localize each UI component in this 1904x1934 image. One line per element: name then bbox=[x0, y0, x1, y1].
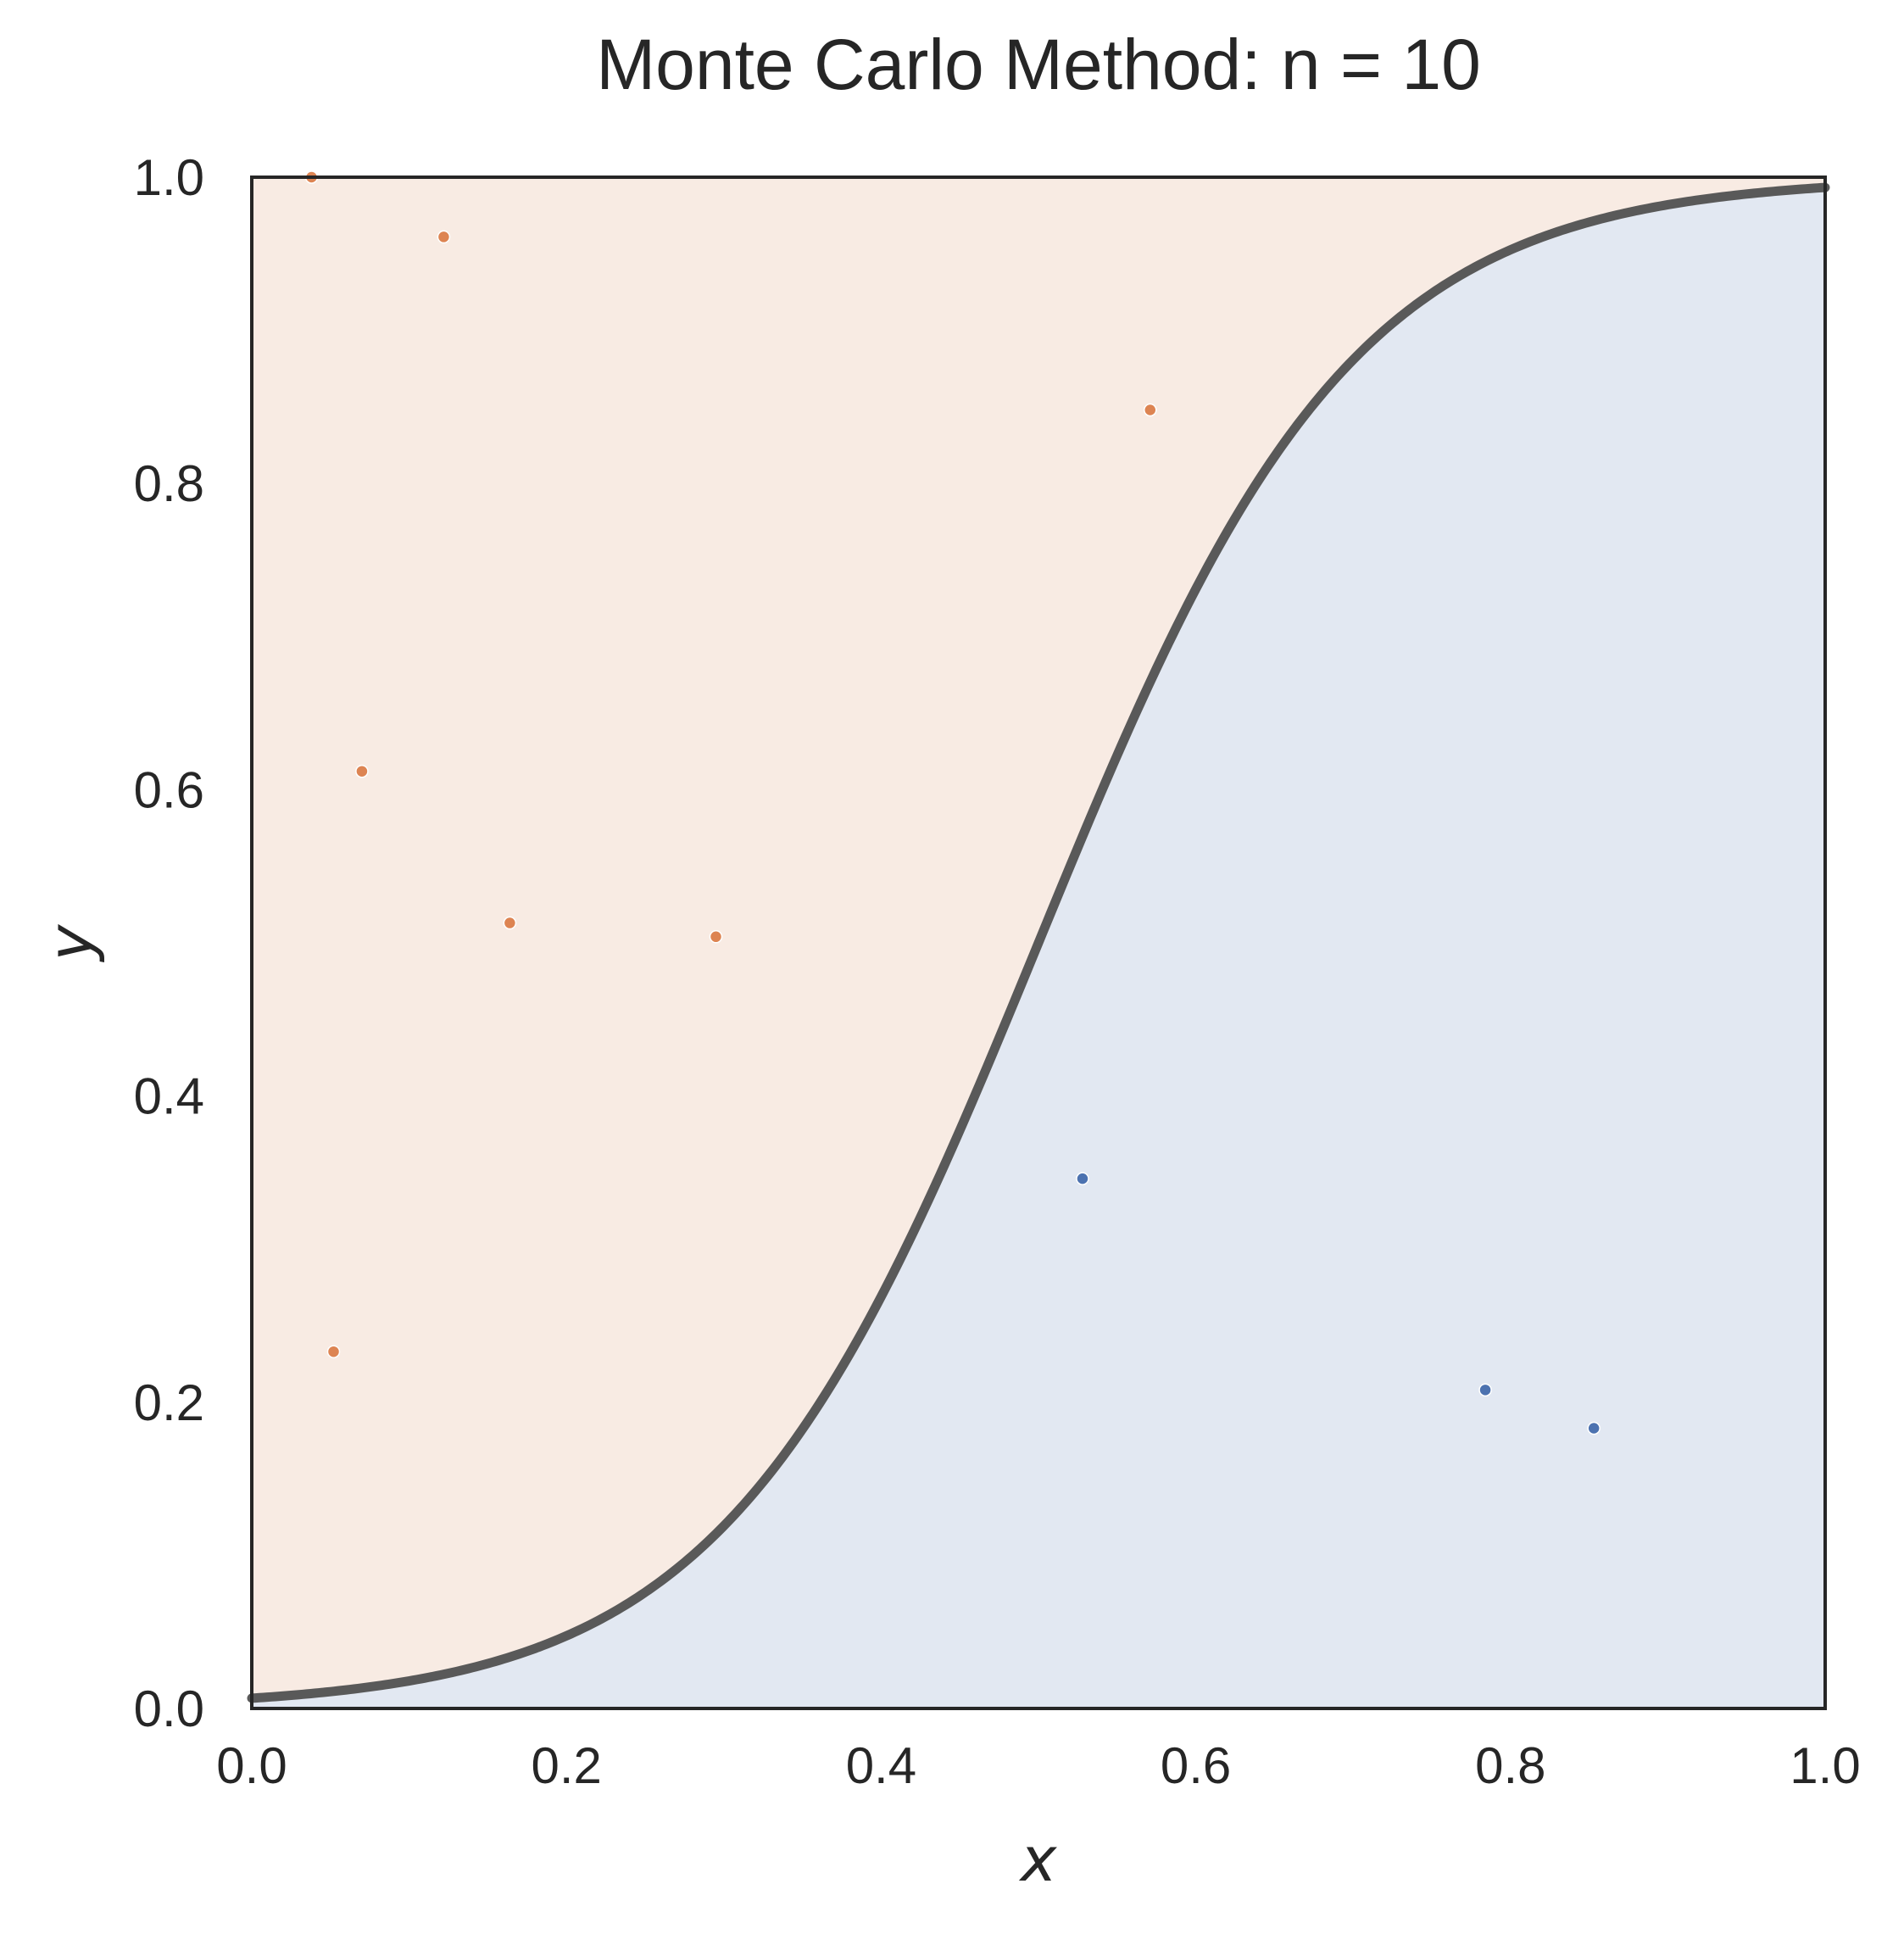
scatter-point-s1-p0 bbox=[1076, 1172, 1089, 1185]
y-tick-label: 0.8 bbox=[134, 455, 204, 512]
x-tick-label: 0.8 bbox=[1475, 1737, 1545, 1794]
scatter-point-s0-p1 bbox=[437, 230, 451, 244]
chart-title: Monte Carlo Method: n = 10 bbox=[596, 25, 1481, 104]
logistic-curve-line bbox=[247, 182, 1830, 1703]
scatter-point-s0-p5 bbox=[1144, 403, 1157, 417]
x-tick-label: 1.0 bbox=[1790, 1737, 1860, 1794]
plot-frame bbox=[250, 176, 1827, 1710]
scatter-point-s1-p2 bbox=[1587, 1421, 1601, 1435]
y-tick-label: 0.0 bbox=[134, 1680, 204, 1737]
y-axis-label: y bbox=[35, 923, 106, 962]
y-axis-ticks: 0.0 0.2 0.4 0.6 0.8 1.0 bbox=[134, 149, 204, 1737]
y-tick-label: 1.0 bbox=[134, 149, 204, 206]
scatter-point-s0-p3 bbox=[503, 916, 517, 930]
scatter-point-s0-p2 bbox=[355, 764, 369, 778]
x-tick-label: 0.6 bbox=[1161, 1737, 1231, 1794]
y-tick-label: 0.4 bbox=[134, 1068, 204, 1125]
x-tick-label: 0.0 bbox=[216, 1737, 287, 1794]
x-tick-label: 0.4 bbox=[846, 1737, 916, 1794]
y-tick-label: 0.6 bbox=[134, 761, 204, 818]
scatter-point-s1-p1 bbox=[1478, 1383, 1492, 1397]
x-axis-label: x bbox=[1019, 1824, 1058, 1895]
x-axis-ticks: 0.0 0.2 0.4 0.6 0.8 1.0 bbox=[216, 1737, 1860, 1794]
scatter-point-s0-p6 bbox=[326, 1345, 341, 1358]
scatter-point-s0-p4 bbox=[709, 930, 723, 944]
y-tick-label: 0.2 bbox=[134, 1374, 204, 1431]
x-tick-label: 0.2 bbox=[531, 1737, 601, 1794]
